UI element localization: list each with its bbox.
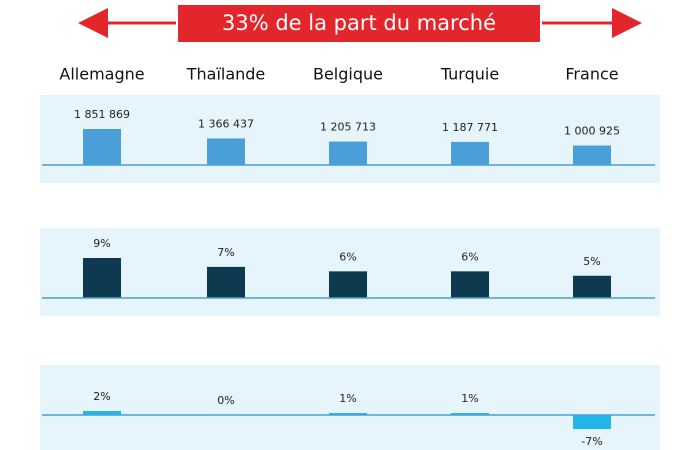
bar: [83, 258, 121, 298]
banner: [178, 5, 540, 42]
bar: [451, 413, 489, 415]
value-label: 1 187 771: [442, 121, 498, 134]
bar: [329, 271, 367, 298]
value-label: 1 205 713: [320, 121, 376, 134]
bar: [329, 413, 367, 415]
bar: [573, 415, 611, 429]
value-label: 7%: [217, 246, 234, 259]
bar: [451, 271, 489, 298]
value-label: 1%: [461, 392, 478, 405]
bar: [207, 138, 245, 165]
row-background: [40, 365, 660, 450]
bar: [573, 275, 611, 298]
value-label: 1 366 437: [198, 117, 254, 130]
category-label: Allemagne: [59, 65, 144, 84]
value-label: -7%: [581, 435, 602, 448]
value-label: 6%: [461, 250, 478, 263]
bar: [207, 266, 245, 298]
category-label: Turquie: [440, 65, 499, 84]
value-label: 1 851 869: [74, 108, 130, 121]
value-label: 2%: [93, 390, 110, 403]
category-label: France: [565, 65, 618, 84]
chart-title: 33% de la part du marché: [222, 11, 496, 35]
bar: [83, 411, 121, 415]
bar: [573, 145, 611, 165]
value-label: 9%: [93, 237, 110, 250]
value-label: 1 000 925: [564, 125, 620, 138]
row-background: [40, 95, 660, 183]
category-label: Belgique: [313, 65, 383, 84]
value-label: 5%: [583, 255, 600, 268]
value-label: 0%: [217, 394, 234, 407]
bar: [451, 141, 489, 165]
value-label: 6%: [339, 250, 356, 263]
value-label: 1%: [339, 392, 356, 405]
bar: [329, 141, 367, 165]
bar: [83, 129, 121, 165]
category-label: Thaïlande: [186, 65, 266, 84]
